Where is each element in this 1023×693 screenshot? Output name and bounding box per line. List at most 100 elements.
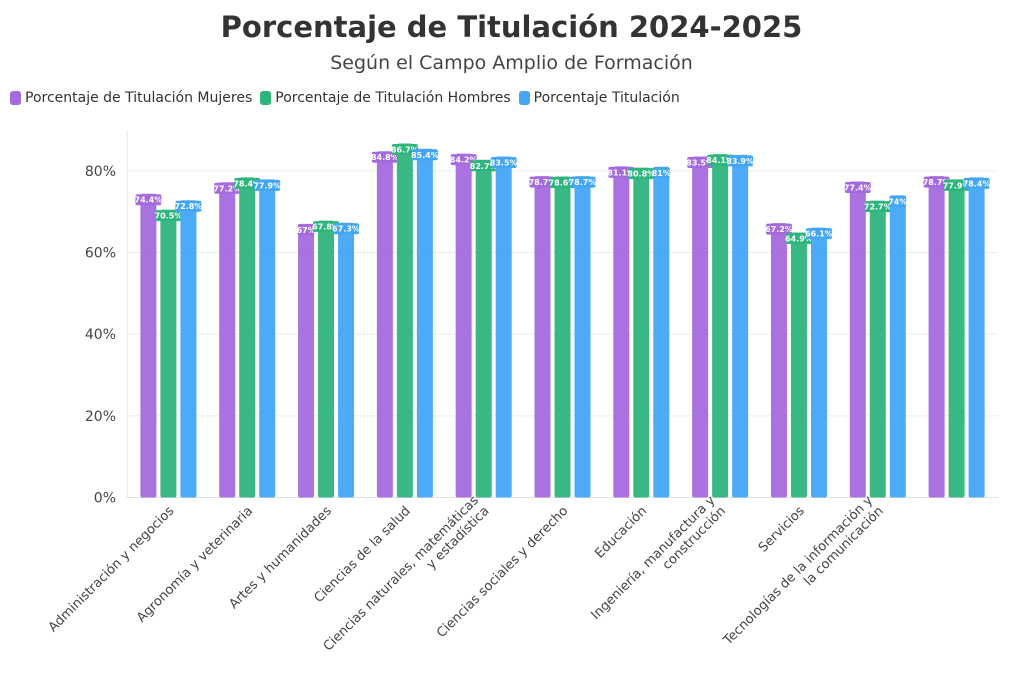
data-label-bg (333, 223, 360, 235)
y-tick-label: 40% (85, 327, 116, 343)
x-tick-label-line: Educación (592, 504, 650, 562)
data-label: 77.2% (213, 184, 241, 193)
bar (968, 177, 985, 498)
bar (160, 209, 177, 498)
data-label-bg (450, 154, 477, 166)
data-label: 72.8% (175, 202, 203, 211)
data-label-bg (391, 143, 418, 155)
data-label-bg (214, 182, 241, 194)
data-label-bg (313, 221, 340, 233)
data-label: 67.8% (312, 223, 340, 232)
legend-item-hombres[interactable]: Porcentaje de Titulación Hombres (260, 90, 511, 106)
bar (239, 177, 256, 498)
x-tick-label-line: Servicios (756, 504, 808, 556)
bar (495, 156, 512, 498)
data-label: 84.1% (706, 156, 734, 165)
data-label-bg (470, 160, 497, 172)
data-label: 67% (296, 226, 315, 235)
data-label-bg (529, 176, 556, 188)
chart-title: Porcentaje de Titulación 2024-2025 (220, 10, 803, 44)
x-tick-label-line: la comunicación (801, 504, 886, 589)
data-label-bg (765, 223, 792, 235)
x-tick-label-line: construcción (660, 504, 729, 573)
data-label-bg (549, 177, 576, 189)
data-label-bg (652, 167, 670, 179)
legend-swatch-hombres (260, 91, 272, 105)
x-tick-label: Tecnologías de la información yla comuni… (720, 493, 887, 660)
bar (869, 200, 886, 498)
x-tick-label: Artes y humanidades (226, 504, 335, 613)
data-label-bg (569, 176, 596, 188)
bar (318, 220, 335, 498)
y-tick-label: 60% (85, 246, 116, 262)
legend-swatch-mujeres (10, 91, 21, 105)
data-label-bg (923, 176, 950, 188)
data-label: 70.5% (155, 212, 183, 221)
data-label-bg (234, 177, 261, 189)
bar (376, 151, 393, 498)
legend: Porcentaje de Titulación Mujeres Porcent… (10, 90, 680, 106)
x-tick-label: Educación (592, 504, 650, 562)
y-tick-label: 20% (85, 409, 116, 425)
bar (338, 222, 355, 498)
bar (810, 227, 827, 498)
data-label: 83.5% (686, 159, 714, 168)
data-label: 78.6% (549, 179, 577, 188)
legend-label-mujeres: Porcentaje de Titulación Mujeres (25, 90, 253, 106)
data-label: 85.4% (411, 151, 439, 160)
x-tick-label: Agronomía y veterinaria (134, 504, 256, 626)
x-tick-label: Ciencias sociales y derecho (434, 504, 571, 641)
data-label-bg (175, 200, 202, 212)
bar (653, 166, 670, 498)
data-label-bg (963, 177, 990, 189)
data-label: 77.9% (943, 181, 971, 190)
data-label: 83.5% (490, 159, 518, 168)
bar (889, 195, 906, 498)
data-label-bg (864, 201, 891, 213)
bar (770, 223, 787, 498)
bar (633, 167, 650, 498)
bar (732, 154, 749, 498)
data-label: 78.4% (963, 179, 991, 188)
x-tick-label: Administración y negocios (46, 504, 178, 636)
data-label: 78.7% (529, 178, 557, 187)
bar (613, 166, 630, 498)
data-label: 83.9% (726, 157, 754, 166)
x-tick-label-line: y estadística (424, 504, 493, 573)
data-label-bg (943, 179, 970, 191)
data-label: 84.8% (371, 153, 399, 162)
data-label: 67.3% (332, 225, 360, 234)
x-tick-label-line: Ciencias naturales, matemáticas (321, 493, 482, 654)
data-label-bg (490, 157, 517, 169)
data-label: 86.7% (391, 145, 419, 154)
data-label-bg (411, 149, 438, 161)
data-label-bg (727, 155, 754, 167)
bar (455, 153, 472, 498)
data-label: 67.2% (765, 225, 793, 234)
data-label-bg (135, 194, 162, 206)
x-tick-label-line: Artes y humanidades (226, 504, 335, 613)
data-label: 77.9% (253, 181, 281, 190)
legend-label-total: Porcentaje Titulación (533, 90, 680, 106)
bar (396, 143, 413, 498)
x-tick-label-line: Agronomía y veterinaria (134, 504, 256, 626)
x-tick-label: Ciencias de la salud (312, 504, 414, 606)
x-tick-label-line: Administración y negocios (46, 504, 178, 636)
bar (475, 159, 492, 498)
bar (554, 176, 571, 498)
legend-item-total[interactable]: Porcentaje Titulación (518, 90, 680, 106)
data-label: 78.7% (923, 178, 951, 187)
bar (534, 176, 551, 498)
x-tick-label-line: Ciencias sociales y derecho (434, 504, 571, 641)
bar (948, 179, 965, 498)
data-label: 66.1% (805, 230, 833, 239)
y-tick-label: 0% (94, 491, 116, 507)
data-label-bg (297, 224, 315, 236)
data-label: 81% (652, 169, 671, 178)
data-label-bg (844, 181, 871, 193)
legend-item-mujeres[interactable]: Porcentaje de Titulación Mujeres (10, 90, 252, 106)
bar (574, 176, 591, 498)
x-tick-label: Servicios (756, 504, 808, 556)
bar (849, 181, 866, 498)
bar (219, 182, 236, 498)
